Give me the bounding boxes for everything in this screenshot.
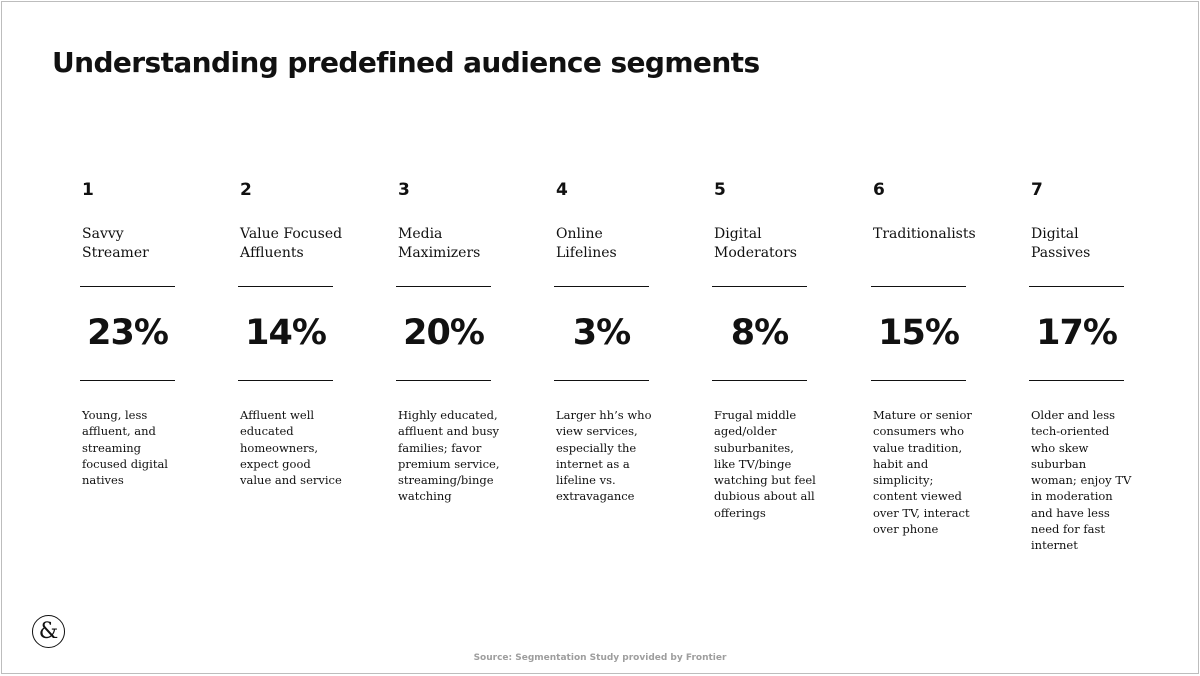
- segment-number: 3: [398, 180, 410, 200]
- page-title: Understanding predefined audience segmen…: [52, 46, 760, 79]
- divider: [871, 286, 966, 287]
- segment-number: 1: [82, 180, 94, 200]
- divider: [1029, 286, 1124, 287]
- segment-description: Highly educated, affluent and busy famil…: [398, 408, 500, 504]
- segment-description: Young, less affluent, and streaming focu…: [82, 408, 168, 488]
- segment-name: Digital Passives: [1031, 226, 1091, 261]
- segment-description: Affluent well educated homeowners, expec…: [240, 408, 342, 488]
- segment-description: Larger hh’s who view services, especiall…: [556, 408, 652, 504]
- divider: [80, 286, 175, 287]
- segment-share: 8%: [730, 313, 789, 353]
- divider: [554, 286, 649, 287]
- segment-column: 3 Media Maximizers 20% Highly educated, …: [396, 180, 510, 505]
- segment-name: Value Focused Affluents: [240, 226, 343, 261]
- segment-column: 6 Traditionalists 15% Mature or senior c…: [871, 180, 985, 537]
- segment-description: Mature or senior consumers who value tra…: [873, 408, 972, 537]
- segment-column: 7 Digital Passives 17% Older and less te…: [1029, 180, 1143, 554]
- segment-number: 6: [873, 180, 885, 200]
- segment-column: 5 Digital Moderators 8% Frugal middle ag…: [712, 180, 826, 521]
- segment-description: Older and less tech-oriented who skew su…: [1031, 408, 1132, 553]
- divider: [712, 286, 807, 287]
- segment-share: 15%: [878, 313, 960, 353]
- segment-number: 7: [1031, 180, 1043, 200]
- segment-name: Online Lifelines: [556, 226, 617, 261]
- segment-name: Traditionalists: [873, 226, 976, 242]
- divider: [1029, 380, 1124, 381]
- segment-number: 2: [240, 180, 252, 200]
- divider: [712, 380, 807, 381]
- segment-column: 1 Savvy Streamer 23% Young, less affluen…: [80, 180, 194, 488]
- segment-number: 5: [714, 180, 726, 200]
- segment-share: 23%: [87, 313, 169, 353]
- divider: [238, 286, 333, 287]
- segment-column: 2 Value Focused Affluents 14% Affluent w…: [238, 180, 352, 488]
- divider: [396, 286, 491, 287]
- segment-share: 20%: [403, 313, 485, 353]
- divider: [238, 380, 333, 381]
- segment-description: Frugal middle aged/older suburbanites, l…: [714, 408, 816, 520]
- segment-name: Media Maximizers: [398, 226, 481, 261]
- segment-column: 4 Online Lifelines 3% Larger hh’s who vi…: [554, 180, 668, 505]
- divider: [80, 380, 175, 381]
- segment-name: Digital Moderators: [714, 226, 797, 261]
- segment-name: Savvy Streamer: [82, 226, 149, 261]
- source-note: Source: Segmentation Study provided by F…: [473, 653, 727, 663]
- divider: [554, 380, 649, 381]
- segment-share: 17%: [1036, 313, 1118, 353]
- divider: [396, 380, 491, 381]
- segment-number: 4: [556, 180, 568, 200]
- divider: [871, 380, 966, 381]
- segment-share: 3%: [572, 313, 631, 353]
- ampersand-logo-icon: &: [32, 615, 65, 648]
- segment-share: 14%: [245, 313, 327, 353]
